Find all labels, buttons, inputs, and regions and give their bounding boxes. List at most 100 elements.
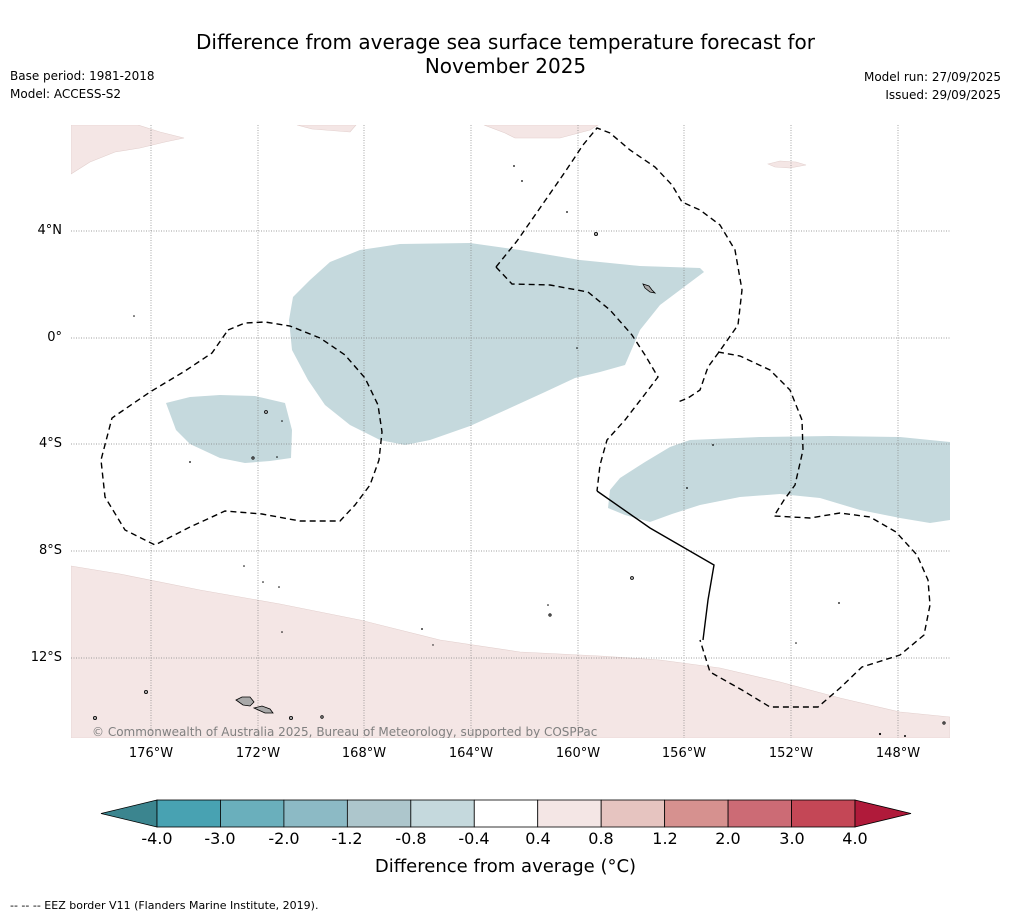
colorbar-tick-label: 0.4 bbox=[525, 829, 551, 848]
title-line-1: Difference from average sea surface temp… bbox=[195, 30, 815, 54]
meta-left: Base period: 1981-2018 Model: ACCESS-S2 bbox=[10, 67, 155, 103]
island bbox=[630, 576, 634, 580]
colorbar-tick-label: 0.8 bbox=[588, 829, 614, 848]
colorbar-segment bbox=[410, 799, 475, 828]
colorbar-tick-label: 2.0 bbox=[715, 829, 741, 848]
lat-label-4N: 4°N bbox=[37, 223, 63, 238]
colorbar-tick-label: -2.0 bbox=[268, 829, 300, 848]
lon-label-160W: 160°W bbox=[555, 746, 601, 761]
island bbox=[93, 716, 98, 721]
island-atoll bbox=[642, 283, 657, 294]
lat-label-equator: 0° bbox=[47, 330, 62, 345]
islet bbox=[262, 581, 264, 583]
islet bbox=[576, 347, 578, 349]
colorbar-segment bbox=[727, 799, 792, 828]
cool-region-east bbox=[608, 436, 950, 523]
colorbar-segment bbox=[664, 799, 729, 828]
base-period-text: Base period: 1981-2018 bbox=[10, 69, 155, 83]
colorbar-under-arrow bbox=[100, 799, 158, 828]
warm-region-north-2 bbox=[483, 125, 599, 139]
islet bbox=[281, 631, 283, 633]
colorbar-segment bbox=[156, 799, 221, 828]
map-area: © Commonwealth of Australia 2025, Bureau… bbox=[71, 125, 950, 738]
warm-region-south bbox=[71, 565, 950, 738]
island bbox=[548, 613, 552, 617]
model-run-text: Model run: 27/09/2025 bbox=[863, 70, 1001, 84]
chart-title: Difference from average sea surface temp… bbox=[0, 30, 1011, 78]
colorbar-segments bbox=[156, 799, 856, 828]
islet bbox=[566, 211, 568, 213]
colorbar-tick-label: -3.0 bbox=[204, 829, 236, 848]
colorbar-segment bbox=[600, 799, 666, 828]
islet bbox=[278, 586, 280, 588]
islet bbox=[838, 602, 840, 604]
colorbar-tick-label: 4.0 bbox=[842, 829, 868, 848]
colorbar-segment bbox=[537, 799, 602, 828]
eez-borders bbox=[100, 127, 931, 708]
eez-legend-text: -- -- -- EEZ border V11 (Flanders Marine… bbox=[10, 899, 319, 912]
islet bbox=[878, 732, 882, 736]
islet bbox=[712, 444, 714, 446]
warm-region-north-3 bbox=[767, 160, 807, 169]
islet bbox=[432, 644, 434, 646]
maritime-boundary bbox=[596, 490, 715, 641]
warm-region-northwest bbox=[71, 125, 185, 175]
island bbox=[288, 716, 293, 721]
model-text: Model: ACCESS-S2 bbox=[10, 87, 122, 101]
colorbar bbox=[100, 799, 912, 828]
island bbox=[251, 456, 255, 460]
islet bbox=[686, 487, 688, 489]
island bbox=[594, 231, 599, 236]
lat-label-12S: 12°S bbox=[30, 650, 62, 665]
island bbox=[942, 721, 946, 725]
colorbar-segment bbox=[791, 799, 856, 828]
islet bbox=[904, 735, 906, 737]
eez-border-central bbox=[495, 127, 743, 403]
colorbar-over-arrow bbox=[854, 799, 912, 828]
cool-region-central bbox=[289, 243, 704, 445]
lat-label-8S: 8°S bbox=[38, 543, 62, 558]
island bbox=[143, 690, 148, 695]
islet bbox=[521, 180, 523, 182]
colorbar-tick-label: -1.2 bbox=[331, 829, 363, 848]
islet bbox=[189, 461, 191, 463]
colorbar-segment bbox=[283, 799, 348, 828]
colorbar-segment bbox=[220, 799, 285, 828]
lon-label-156W: 156°W bbox=[661, 746, 707, 761]
island-samoa-east bbox=[252, 705, 274, 714]
colorbar-segment bbox=[473, 799, 539, 828]
eez-border-central-inner bbox=[495, 266, 659, 492]
lon-label-152W: 152°W bbox=[768, 746, 814, 761]
colorbar-tick-label: -4.0 bbox=[141, 829, 173, 848]
warm-region-north-1 bbox=[296, 125, 357, 133]
islet bbox=[795, 642, 797, 644]
colorbar-tick-label: -0.4 bbox=[458, 829, 490, 848]
lon-label-172W: 172°W bbox=[235, 746, 281, 761]
eez-border-west bbox=[100, 321, 383, 546]
islet bbox=[513, 165, 515, 167]
islet bbox=[243, 565, 245, 567]
cool-region-west bbox=[166, 395, 292, 463]
colorbar-tick-label: -0.8 bbox=[395, 829, 427, 848]
title-line-2: November 2025 bbox=[424, 54, 587, 78]
lon-label-168W: 168°W bbox=[341, 746, 387, 761]
colorbar-tick-label: 3.0 bbox=[779, 829, 805, 848]
colorbar-tick-label: 1.2 bbox=[652, 829, 678, 848]
issued-text: Issued: 29/09/2025 bbox=[885, 88, 1001, 102]
colorbar-title: Difference from average (°C) bbox=[374, 856, 637, 877]
colorbar-segment bbox=[346, 799, 412, 828]
island bbox=[264, 410, 268, 414]
islet bbox=[281, 420, 283, 422]
islet bbox=[547, 604, 549, 606]
lat-label-4S: 4°S bbox=[38, 436, 62, 451]
lon-label-176W: 176°W bbox=[128, 746, 174, 761]
islands bbox=[93, 231, 946, 725]
lon-label-164W: 164°W bbox=[448, 746, 494, 761]
islet bbox=[276, 456, 278, 458]
lon-label-148W: 148°W bbox=[875, 746, 921, 761]
eez-border-southeast bbox=[699, 351, 931, 708]
meta-right: Model run: 27/09/2025 Issued: 29/09/2025 bbox=[864, 68, 1001, 104]
islet bbox=[421, 628, 423, 630]
islet bbox=[133, 315, 135, 317]
